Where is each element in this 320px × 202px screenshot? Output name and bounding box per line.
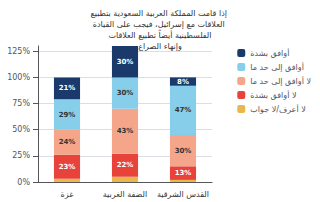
svg-text:30%: 30% <box>117 89 134 97</box>
svg-text:43%: 43% <box>117 127 134 135</box>
svg-text:العلاقات مع إسرائيل، فيجب على: العلاقات مع إسرائيل، فيجب على القيادة <box>93 20 227 30</box>
svg-text:50%: 50% <box>12 125 30 134</box>
svg-text:أوافق بشدة: أوافق بشدة <box>250 48 289 58</box>
svg-text:125%: 125% <box>7 47 30 56</box>
svg-text:غزة: غزة <box>61 190 74 199</box>
svg-text:30%: 30% <box>175 147 192 155</box>
svg-text:أوافق إلى حد ما: أوافق إلى حد ما <box>250 62 304 73</box>
svg-text:الفلسطينية أيضاً تطبيع العلاقا: الفلسطينية أيضاً تطبيع العلاقات <box>109 29 212 40</box>
svg-text:لا أعرف/لا جواب: لا أعرف/لا جواب <box>250 104 305 114</box>
svg-text:الضفة الغربية: الضفة الغربية <box>103 190 147 199</box>
svg-text:21%: 21% <box>59 84 76 92</box>
svg-text:8%: 8% <box>177 78 189 86</box>
svg-text:47%: 47% <box>175 106 192 114</box>
svg-text:30%: 30% <box>117 58 134 66</box>
svg-text:24%: 24% <box>59 138 76 146</box>
svg-text:23%: 23% <box>59 163 76 171</box>
svg-text:13%: 13% <box>175 169 192 177</box>
svg-text:القدس الشرقية: القدس الشرقية <box>157 190 209 199</box>
svg-text:لا أوافق إلى حد ما: لا أوافق إلى حد ما <box>250 76 311 87</box>
svg-text:0%: 0% <box>17 178 30 187</box>
svg-text:وإنهاء الصراع: وإنهاء الصراع <box>138 42 182 52</box>
svg-text:25%: 25% <box>12 151 30 160</box>
svg-text:لا أوافق بشدة: لا أوافق بشدة <box>250 90 296 100</box>
svg-text:75%: 75% <box>12 99 30 108</box>
svg-text:إذا قامت المملكة العربية السعو: إذا قامت المملكة العربية السعودية بتطبيع <box>91 9 230 19</box>
svg-text:100%: 100% <box>7 73 30 82</box>
svg-text:29%: 29% <box>59 111 76 119</box>
svg-text:22%: 22% <box>117 161 134 169</box>
